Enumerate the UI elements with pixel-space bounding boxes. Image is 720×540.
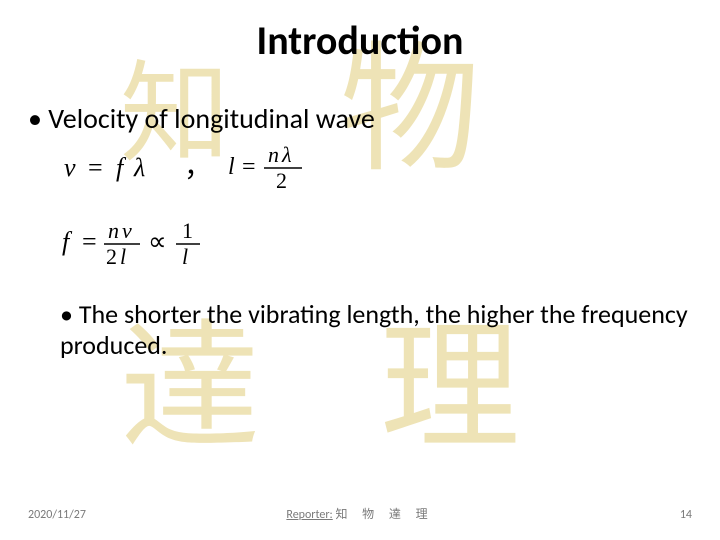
- footer: 2020/11/27 Reporter: 知 物 達 理 14: [0, 508, 720, 522]
- footer-reporter: Reporter: 知 物 達 理: [286, 505, 433, 522]
- svg-text:=: =: [242, 154, 256, 180]
- svg-text:l: l: [182, 244, 188, 269]
- footer-page-number: 14: [680, 508, 692, 522]
- svg-text:=: =: [82, 227, 97, 256]
- footer-reporter-name: 知 物 達 理: [335, 508, 433, 522]
- bullet-conclusion: The shorter the vibrating length, the hi…: [60, 299, 690, 361]
- svg-text:v: v: [64, 153, 76, 182]
- svg-text:l: l: [120, 244, 126, 269]
- equation-separator: ，: [184, 145, 212, 191]
- equation-f-equals-nv-over-2l-propto-1-over-l: f = n v 2 l ∝ 1 l: [60, 216, 240, 272]
- svg-text:λ: λ: [133, 153, 145, 182]
- svg-text:2: 2: [106, 244, 117, 269]
- svg-text:n: n: [108, 218, 119, 243]
- svg-text:1: 1: [182, 218, 193, 243]
- svg-text:f: f: [116, 153, 127, 182]
- svg-text:f: f: [62, 227, 73, 256]
- svg-text:l: l: [228, 154, 235, 180]
- equation-l-equals-nlambda-over-2: l = n λ 2: [226, 142, 316, 194]
- svg-text:n: n: [268, 142, 279, 167]
- svg-text:∝: ∝: [148, 227, 167, 256]
- svg-text:v: v: [122, 218, 132, 243]
- svg-text:2: 2: [276, 168, 287, 193]
- bullet-velocity: Velocity of longitudinal wave: [28, 101, 720, 136]
- footer-date: 2020/11/27: [28, 508, 86, 522]
- svg-text:λ: λ: [281, 142, 292, 167]
- slide-title: Introduction: [0, 0, 720, 65]
- footer-reporter-label: Reporter:: [286, 508, 332, 522]
- svg-text:=: =: [88, 153, 103, 182]
- equation-v-equals-f-lambda: v = f λ: [60, 150, 170, 186]
